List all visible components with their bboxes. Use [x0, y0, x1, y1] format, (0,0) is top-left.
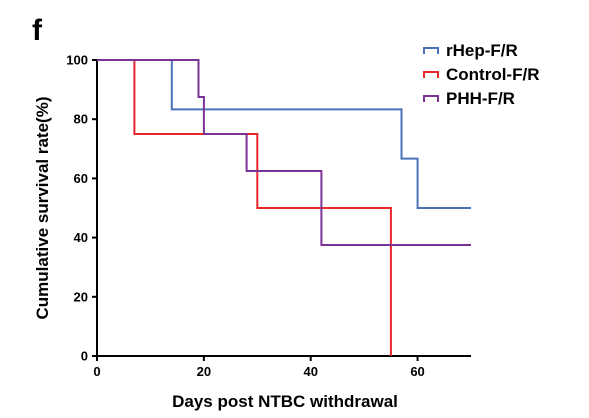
y-tick-label: 80: [74, 112, 88, 127]
legend-symbol-2: [423, 71, 439, 78]
series-line-1: [97, 59, 471, 209]
y-tick-label: 0: [81, 349, 88, 364]
legend-symbol-3: [423, 95, 439, 102]
panel-label: f: [32, 14, 43, 47]
legend-label-3: PHH-F/R: [446, 89, 515, 108]
y-tick-label: 20: [74, 289, 88, 304]
y-axis-title: Cumulative survival rate(%): [33, 97, 52, 320]
y-tick-label: 40: [74, 230, 88, 245]
y-tick-label: 60: [74, 171, 88, 186]
x-tick-label: 40: [303, 364, 317, 379]
x-tick-label: 0: [93, 364, 100, 379]
x-tick-label: 60: [410, 364, 424, 379]
y-tick-label: 100: [66, 53, 88, 68]
legend-label-2: Control-F/R: [446, 65, 539, 84]
axes: 0 20 40 60 80 100 0 20 40 60: [66, 53, 471, 379]
x-tick-label: 20: [197, 364, 211, 379]
legend: rHep-F/R Control-F/R PHH-F/R: [423, 41, 539, 108]
legend-symbol-1: [423, 47, 439, 54]
series-line-2: [97, 59, 392, 356]
x-axis-title: Days post NTBC withdrawal: [172, 392, 398, 411]
series-line-3: [97, 59, 471, 246]
legend-label-1: rHep-F/R: [446, 41, 518, 60]
series-layer: [97, 59, 471, 356]
